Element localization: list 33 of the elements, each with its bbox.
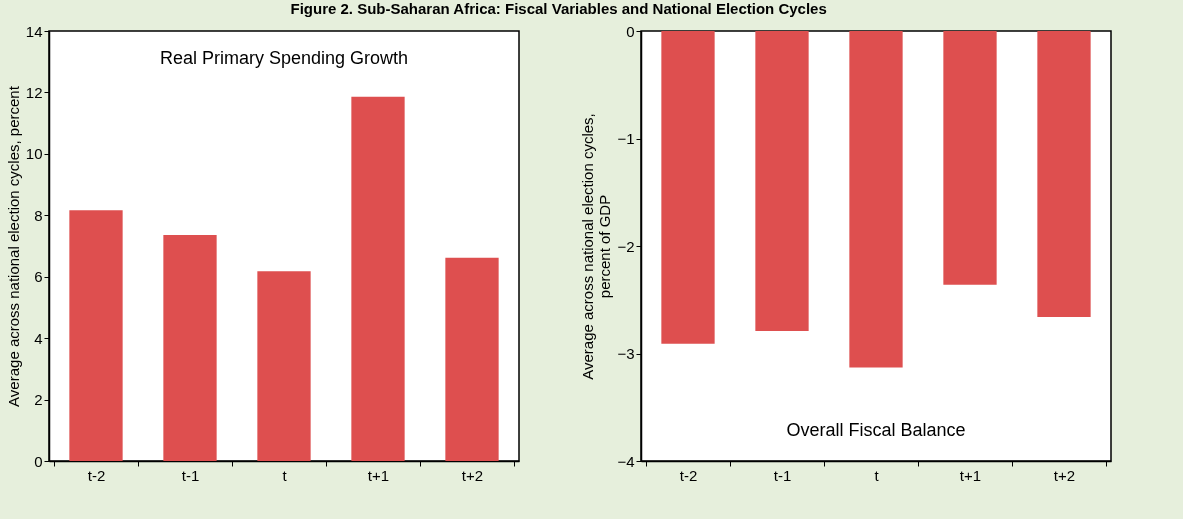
bar — [445, 257, 499, 461]
bar — [163, 234, 217, 461]
annotation: Real Primary Spending Growth — [159, 48, 409, 68]
x-tick-label: t-2 — [679, 466, 698, 484]
x-tick-label: t-2 — [87, 466, 106, 484]
x-tick-label: t+2 — [461, 466, 484, 484]
bar — [351, 96, 405, 461]
x-tick-label: t — [874, 466, 880, 484]
x-tick-label: t-1 — [773, 466, 792, 484]
y-tick-label: 12 — [25, 83, 43, 101]
y-tick-label: 8 — [34, 206, 43, 224]
y-tick-label: −1 — [617, 130, 635, 147]
y-tick-label: 10 — [25, 145, 43, 163]
bar — [257, 271, 311, 461]
x-tick-label: t+1 — [367, 466, 390, 484]
y-tick-label: 2 — [34, 391, 43, 409]
y-tick-label: 14 — [25, 22, 43, 40]
y-axis-title: Average across national election cycles, percent of GDP — [579, 113, 614, 380]
x-tick-label: t+2 — [1053, 466, 1076, 484]
y-tick-label: −2 — [617, 237, 635, 255]
y-tick-label: 0 — [34, 452, 43, 470]
y-tick-label: −3 — [617, 345, 635, 362]
annotation: Overall Fiscal Balance — [786, 420, 966, 440]
bar — [69, 210, 123, 461]
y-tick-label: 6 — [34, 268, 43, 286]
y-tick-label: 0 — [626, 22, 635, 40]
x-tick-label: t+1 — [959, 466, 982, 484]
x-tick-label: t — [282, 466, 288, 484]
text: Figure 2. Sub-Saharan Africa: Fiscal Variables and National Election Cycles — [290, 0, 827, 18]
y-tick-label: −4 — [617, 452, 635, 470]
y-tick-label: 4 — [34, 329, 43, 347]
y-axis-title: Average across national election cycles, percent — [4, 85, 22, 407]
x-tick-label: t-1 — [181, 466, 200, 484]
